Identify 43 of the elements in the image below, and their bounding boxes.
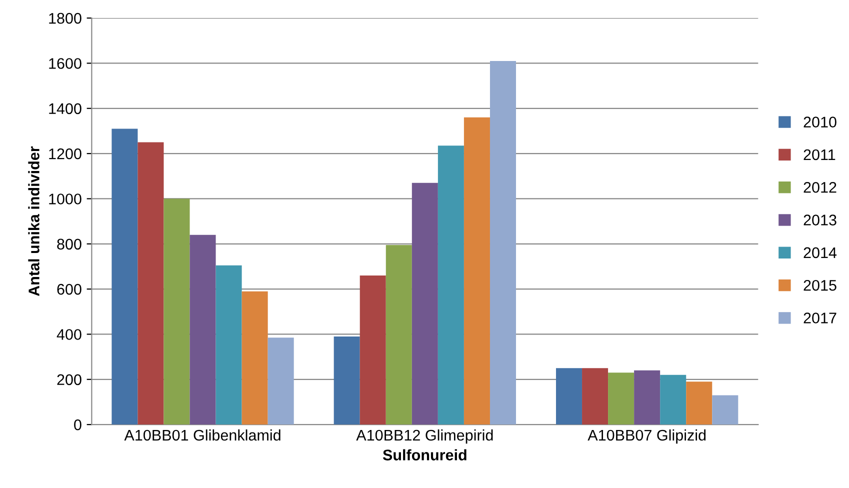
bar <box>712 395 738 425</box>
bar <box>112 128 138 425</box>
x-axis-title: Sulfonureid <box>382 449 466 460</box>
x-tick-label: A10BB12 Glimepirid <box>356 429 493 444</box>
y-tick-label: 400 <box>56 329 82 340</box>
bar <box>660 374 686 425</box>
legend-label: 2014 <box>804 247 837 258</box>
legend-label: 2017 <box>804 312 836 324</box>
bar <box>164 198 190 425</box>
bar <box>138 142 164 425</box>
legend-label: 2010 <box>804 116 836 128</box>
bar <box>360 276 386 425</box>
bar <box>464 117 490 425</box>
bar <box>216 265 242 425</box>
legend-label: 2015 <box>804 280 836 291</box>
y-tick-label: 1200 <box>49 148 82 160</box>
bar <box>686 382 712 425</box>
bar <box>556 368 582 425</box>
y-axis-title: Antal unika individer <box>28 146 40 296</box>
bar <box>438 146 464 425</box>
y-tick-label: 1400 <box>49 103 82 114</box>
bar <box>268 338 294 425</box>
y-tick-label: 1000 <box>49 194 82 204</box>
y-tick-label: 0 <box>74 419 82 430</box>
bar <box>582 368 608 425</box>
x-tick-label: A10BB01 Glibenklamid <box>124 429 280 441</box>
x-tick-label: A10BB07 Glipizid <box>588 429 706 444</box>
y-tick-label: 200 <box>57 374 82 386</box>
legend-label: 2011 <box>804 149 836 160</box>
legend-label: 2013 <box>804 214 836 226</box>
bar <box>412 182 438 425</box>
y-tick-label: 800 <box>57 238 82 250</box>
bar <box>242 291 268 425</box>
bar <box>608 372 634 425</box>
bar <box>490 60 516 425</box>
bar <box>190 234 216 425</box>
bar <box>334 336 360 425</box>
y-tick-label: 1800 <box>49 12 82 24</box>
bar <box>634 370 660 425</box>
y-tick-label: 600 <box>57 284 82 295</box>
legend-label: 2012 <box>804 182 836 193</box>
y-tick-label: 1600 <box>49 58 82 69</box>
bar <box>386 245 412 425</box>
